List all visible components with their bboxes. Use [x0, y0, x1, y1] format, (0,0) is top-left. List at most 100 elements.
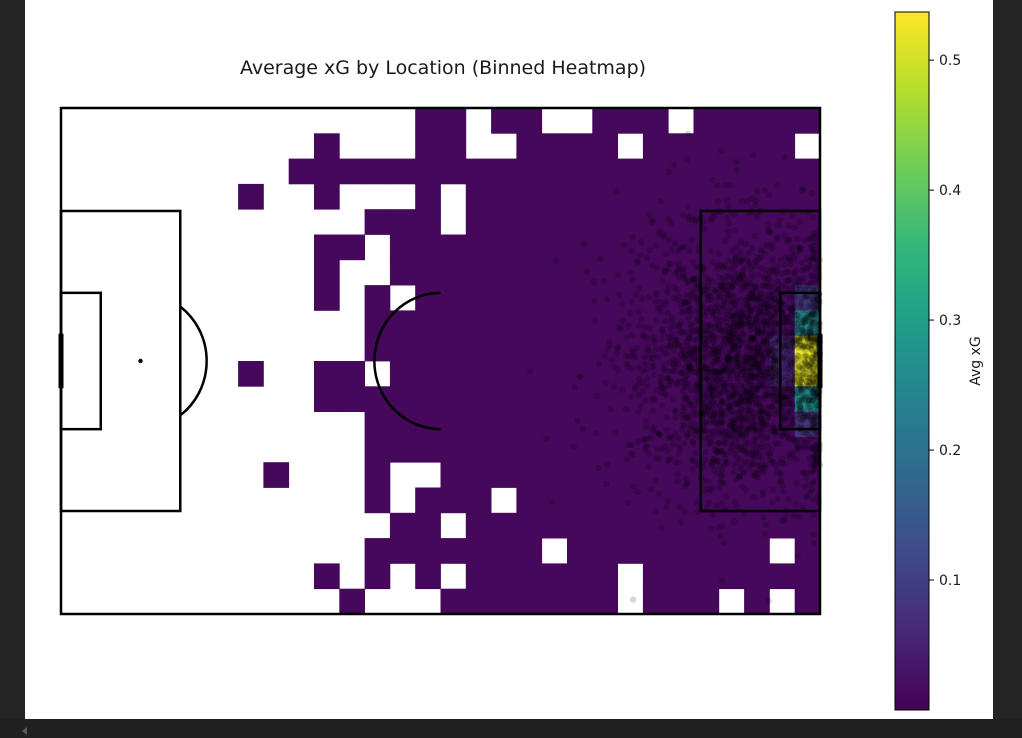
shot-point	[718, 388, 726, 395]
shot-point	[724, 389, 731, 396]
shot-point	[797, 404, 804, 412]
shot-point	[812, 325, 819, 332]
shot-point	[746, 279, 753, 287]
shot-point	[642, 424, 650, 431]
shot-point	[754, 365, 761, 372]
shot-point	[640, 367, 647, 374]
shot-point	[700, 323, 708, 330]
heatmap-cell	[718, 462, 745, 488]
shot-point	[813, 295, 821, 302]
shot-point	[735, 352, 742, 360]
shot-point	[741, 355, 749, 362]
shot-point	[736, 359, 743, 366]
heatmap-cell	[617, 411, 644, 438]
heatmap-cell	[794, 285, 821, 311]
shot-point	[741, 458, 749, 465]
shot-point	[738, 418, 745, 426]
shot-point	[672, 414, 679, 421]
shot-point	[748, 294, 755, 302]
shot-point	[703, 286, 711, 293]
shot-point	[718, 409, 726, 416]
heatmap-cell	[668, 386, 694, 412]
shot-point	[710, 385, 718, 392]
shot-point	[770, 346, 778, 354]
shot-point	[712, 287, 719, 294]
shot-point	[607, 405, 614, 412]
shot-point	[790, 339, 797, 346]
shot-point	[768, 351, 775, 359]
shot-point	[744, 358, 751, 365]
shot-point	[712, 458, 719, 465]
shot-point	[708, 383, 715, 391]
shot-point	[653, 291, 660, 298]
shot-point	[709, 511, 716, 518]
shot-point	[771, 427, 778, 435]
shot-point	[812, 265, 819, 273]
viewer-scrollbar[interactable]	[0, 719, 1022, 738]
shot-point	[685, 380, 693, 388]
shot-point	[785, 496, 792, 503]
shot-point	[667, 433, 674, 440]
shot-point	[809, 370, 816, 378]
shot-point	[624, 360, 631, 367]
shot-point	[707, 418, 714, 425]
shot-point	[767, 313, 775, 320]
shot-point	[714, 303, 722, 311]
shot-point	[740, 338, 748, 346]
shot-point	[732, 320, 739, 327]
shot-point	[809, 365, 817, 372]
shot-point	[738, 258, 745, 265]
shot-point	[664, 265, 671, 272]
scroll-left-arrow-icon[interactable]	[22, 727, 27, 735]
shot-point	[811, 310, 819, 318]
shot-point	[765, 348, 773, 355]
shot-point	[795, 443, 802, 450]
shot-point	[705, 381, 712, 389]
shot-point	[798, 332, 806, 340]
shot-point	[795, 352, 802, 360]
shot-point	[666, 368, 673, 375]
shot-point	[658, 445, 665, 452]
shot-point	[723, 400, 730, 407]
shot-point	[725, 355, 732, 363]
shot-point	[693, 411, 700, 418]
shot-point	[708, 462, 716, 469]
shot-point	[705, 379, 713, 386]
shot-point	[786, 314, 793, 321]
shot-point	[759, 376, 767, 383]
shot-point	[682, 243, 689, 250]
shot-point	[768, 403, 775, 410]
shot-point	[788, 337, 795, 344]
shot-point	[704, 278, 712, 285]
shot-point	[787, 285, 794, 292]
heatmap-cell	[567, 361, 593, 387]
shot-point	[727, 292, 734, 299]
shot-point	[798, 379, 806, 386]
shot-point	[809, 479, 817, 487]
shot-point	[715, 439, 722, 447]
shot-point	[730, 461, 737, 469]
heatmap-cell	[794, 411, 821, 438]
heatmap-cell	[415, 158, 441, 185]
shot-point	[650, 371, 658, 379]
shot-point	[720, 298, 728, 306]
heatmap-cell	[389, 538, 416, 564]
shot-point	[736, 337, 744, 344]
shot-point	[797, 286, 805, 293]
shot-point	[715, 321, 722, 328]
shot-point	[690, 278, 697, 285]
shot-point	[804, 383, 811, 390]
shot-point	[768, 377, 775, 384]
shot-point	[761, 274, 768, 281]
shot-point	[670, 361, 678, 368]
shot-point	[784, 373, 791, 380]
shot-point	[737, 431, 744, 438]
shot-point	[721, 262, 729, 270]
shot-point	[804, 334, 811, 341]
shot-point	[757, 349, 764, 356]
shot-point	[741, 389, 748, 397]
shot-point	[694, 328, 701, 335]
shot-point	[747, 265, 755, 272]
shot-point	[761, 275, 768, 282]
shot-point	[737, 392, 744, 399]
